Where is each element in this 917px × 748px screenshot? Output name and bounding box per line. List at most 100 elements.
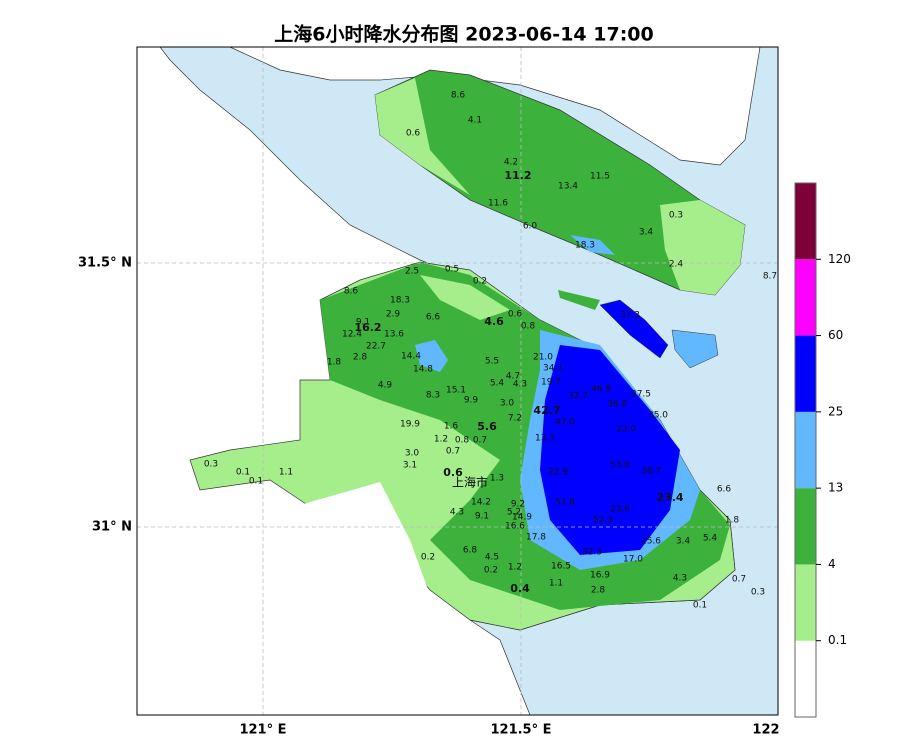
station-value: 32.7 — [568, 392, 588, 402]
station-value: 1.8 — [725, 516, 740, 526]
station-value: 47.0 — [555, 418, 575, 428]
station-value: 16.2 — [354, 321, 381, 334]
station-value: 9.2 — [511, 500, 525, 510]
station-value: 4.3 — [673, 574, 687, 584]
station-value: 13.3 — [535, 434, 555, 444]
station-value: 4.3 — [450, 508, 464, 518]
colorbar-swatch — [795, 335, 816, 412]
station-value: 8.6 — [344, 287, 359, 297]
lat-label: 31.5° N — [78, 256, 132, 271]
station-value: 0.4 — [510, 582, 530, 595]
station-value: 51.8 — [555, 498, 575, 508]
lon-label: 122 — [752, 723, 779, 738]
station-value: 5.4 — [703, 534, 718, 544]
station-value: 4.5 — [485, 553, 499, 563]
station-value: 19.9 — [400, 420, 420, 430]
station-value: 2.9 — [386, 310, 401, 320]
station-value: 21.0 — [533, 353, 553, 363]
station-value: 4.7 — [506, 372, 520, 382]
colorbar-swatch — [795, 183, 816, 260]
colorbar-label: 120 — [828, 252, 851, 266]
station-value: 16.5 — [551, 562, 571, 572]
station-value: 46.9 — [591, 385, 611, 395]
station-value: 0.1 — [249, 477, 263, 487]
colorbar-swatch — [795, 259, 816, 336]
station-value: 19.7 — [541, 378, 561, 388]
station-value: 53.8 — [610, 461, 630, 471]
station-value: 6.6 — [717, 485, 732, 495]
station-value: 0.7 — [732, 575, 746, 585]
station-value: 9.1 — [475, 512, 489, 522]
station-value: 14.8 — [413, 365, 433, 375]
station-value: 0.2 — [421, 553, 435, 563]
station-value: 16.6 — [505, 522, 525, 532]
station-value: 8.3 — [426, 391, 440, 401]
station-value: 0.3 — [669, 211, 683, 221]
station-value: 0.1 — [693, 601, 707, 611]
title: 上海6小时降水分布图 2023-06-14 17:00 — [274, 23, 653, 46]
station-value: 3.4 — [639, 228, 654, 238]
lat-label: 31° N — [92, 520, 132, 535]
station-value: 16.9 — [590, 571, 610, 581]
station-value: 0.6 — [406, 129, 421, 139]
station-value: 14.4 — [401, 352, 421, 362]
station-value: 2.5 — [405, 267, 419, 277]
station-value: 22.0 — [616, 425, 636, 435]
station-value: 15.1 — [446, 386, 466, 396]
station-value: 32.3 — [582, 548, 602, 558]
station-value: 35.0 — [648, 411, 668, 421]
station-value: 12.4 — [342, 330, 362, 340]
station-value: 0.8 — [521, 322, 536, 332]
station-value: 34.1 — [543, 364, 563, 374]
station-value: 27.5 — [631, 390, 651, 400]
station-value: 14.2 — [471, 498, 491, 508]
station-value: 3.1 — [403, 461, 417, 471]
station-value: 38.7 — [641, 467, 661, 477]
station-value: 17.0 — [623, 555, 643, 565]
station-value: 2.4 — [669, 260, 684, 270]
colorbar-label: 4 — [828, 557, 836, 571]
lon-label: 121° E — [239, 723, 286, 738]
station-value: 5.5 — [485, 357, 499, 367]
colorbar-label: 60 — [828, 328, 843, 342]
station-value: 4.3 — [513, 380, 527, 390]
station-value: 0.7 — [446, 447, 460, 457]
station-value: 11.2 — [504, 169, 531, 182]
place-label: 上海市 — [452, 475, 488, 490]
station-value: 1.1 — [549, 579, 563, 589]
station-value: 0.2 — [484, 566, 498, 576]
station-value: 1.6 — [444, 422, 459, 432]
station-value: 0.1 — [236, 468, 250, 478]
station-value: 0.2 — [473, 277, 487, 287]
colorbar-label: 0.1 — [828, 633, 847, 647]
station-value: 6.6 — [426, 313, 441, 323]
station-value: 36.0 — [607, 400, 627, 410]
station-value: 7.2 — [508, 414, 522, 424]
station-value: 42.7 — [533, 404, 560, 417]
station-value: 52.3 — [593, 516, 613, 526]
station-value: 11.5 — [590, 172, 610, 182]
lon-label: 121.5° E — [490, 723, 551, 738]
station-value: 0.3 — [204, 460, 218, 470]
station-value: 6.0 — [523, 222, 538, 232]
map-frame — [136, 46, 779, 716]
station-value: 37.3 — [620, 311, 640, 321]
station-value: 1.8 — [327, 358, 342, 368]
station-value: 0.6 — [508, 310, 523, 320]
colorbar-swatch — [795, 640, 816, 717]
station-value: 23.6 — [610, 505, 630, 515]
station-value: 3.0 — [405, 449, 420, 459]
station-value: 6.8 — [463, 546, 478, 556]
station-value: 0.8 — [455, 436, 470, 446]
station-value: 22.9 — [548, 468, 568, 478]
station-value: 0.6 — [443, 466, 463, 479]
station-value: 4.1 — [468, 116, 482, 126]
station-value: 5.2 — [507, 508, 521, 518]
station-value: 4.6 — [484, 315, 504, 328]
station-value: 13.4 — [558, 182, 578, 192]
station-value: 17.8 — [526, 533, 546, 543]
station-value: 1.2 — [434, 435, 448, 445]
colorbar-swatch — [795, 564, 816, 641]
station-value: 1.2 — [508, 563, 522, 573]
